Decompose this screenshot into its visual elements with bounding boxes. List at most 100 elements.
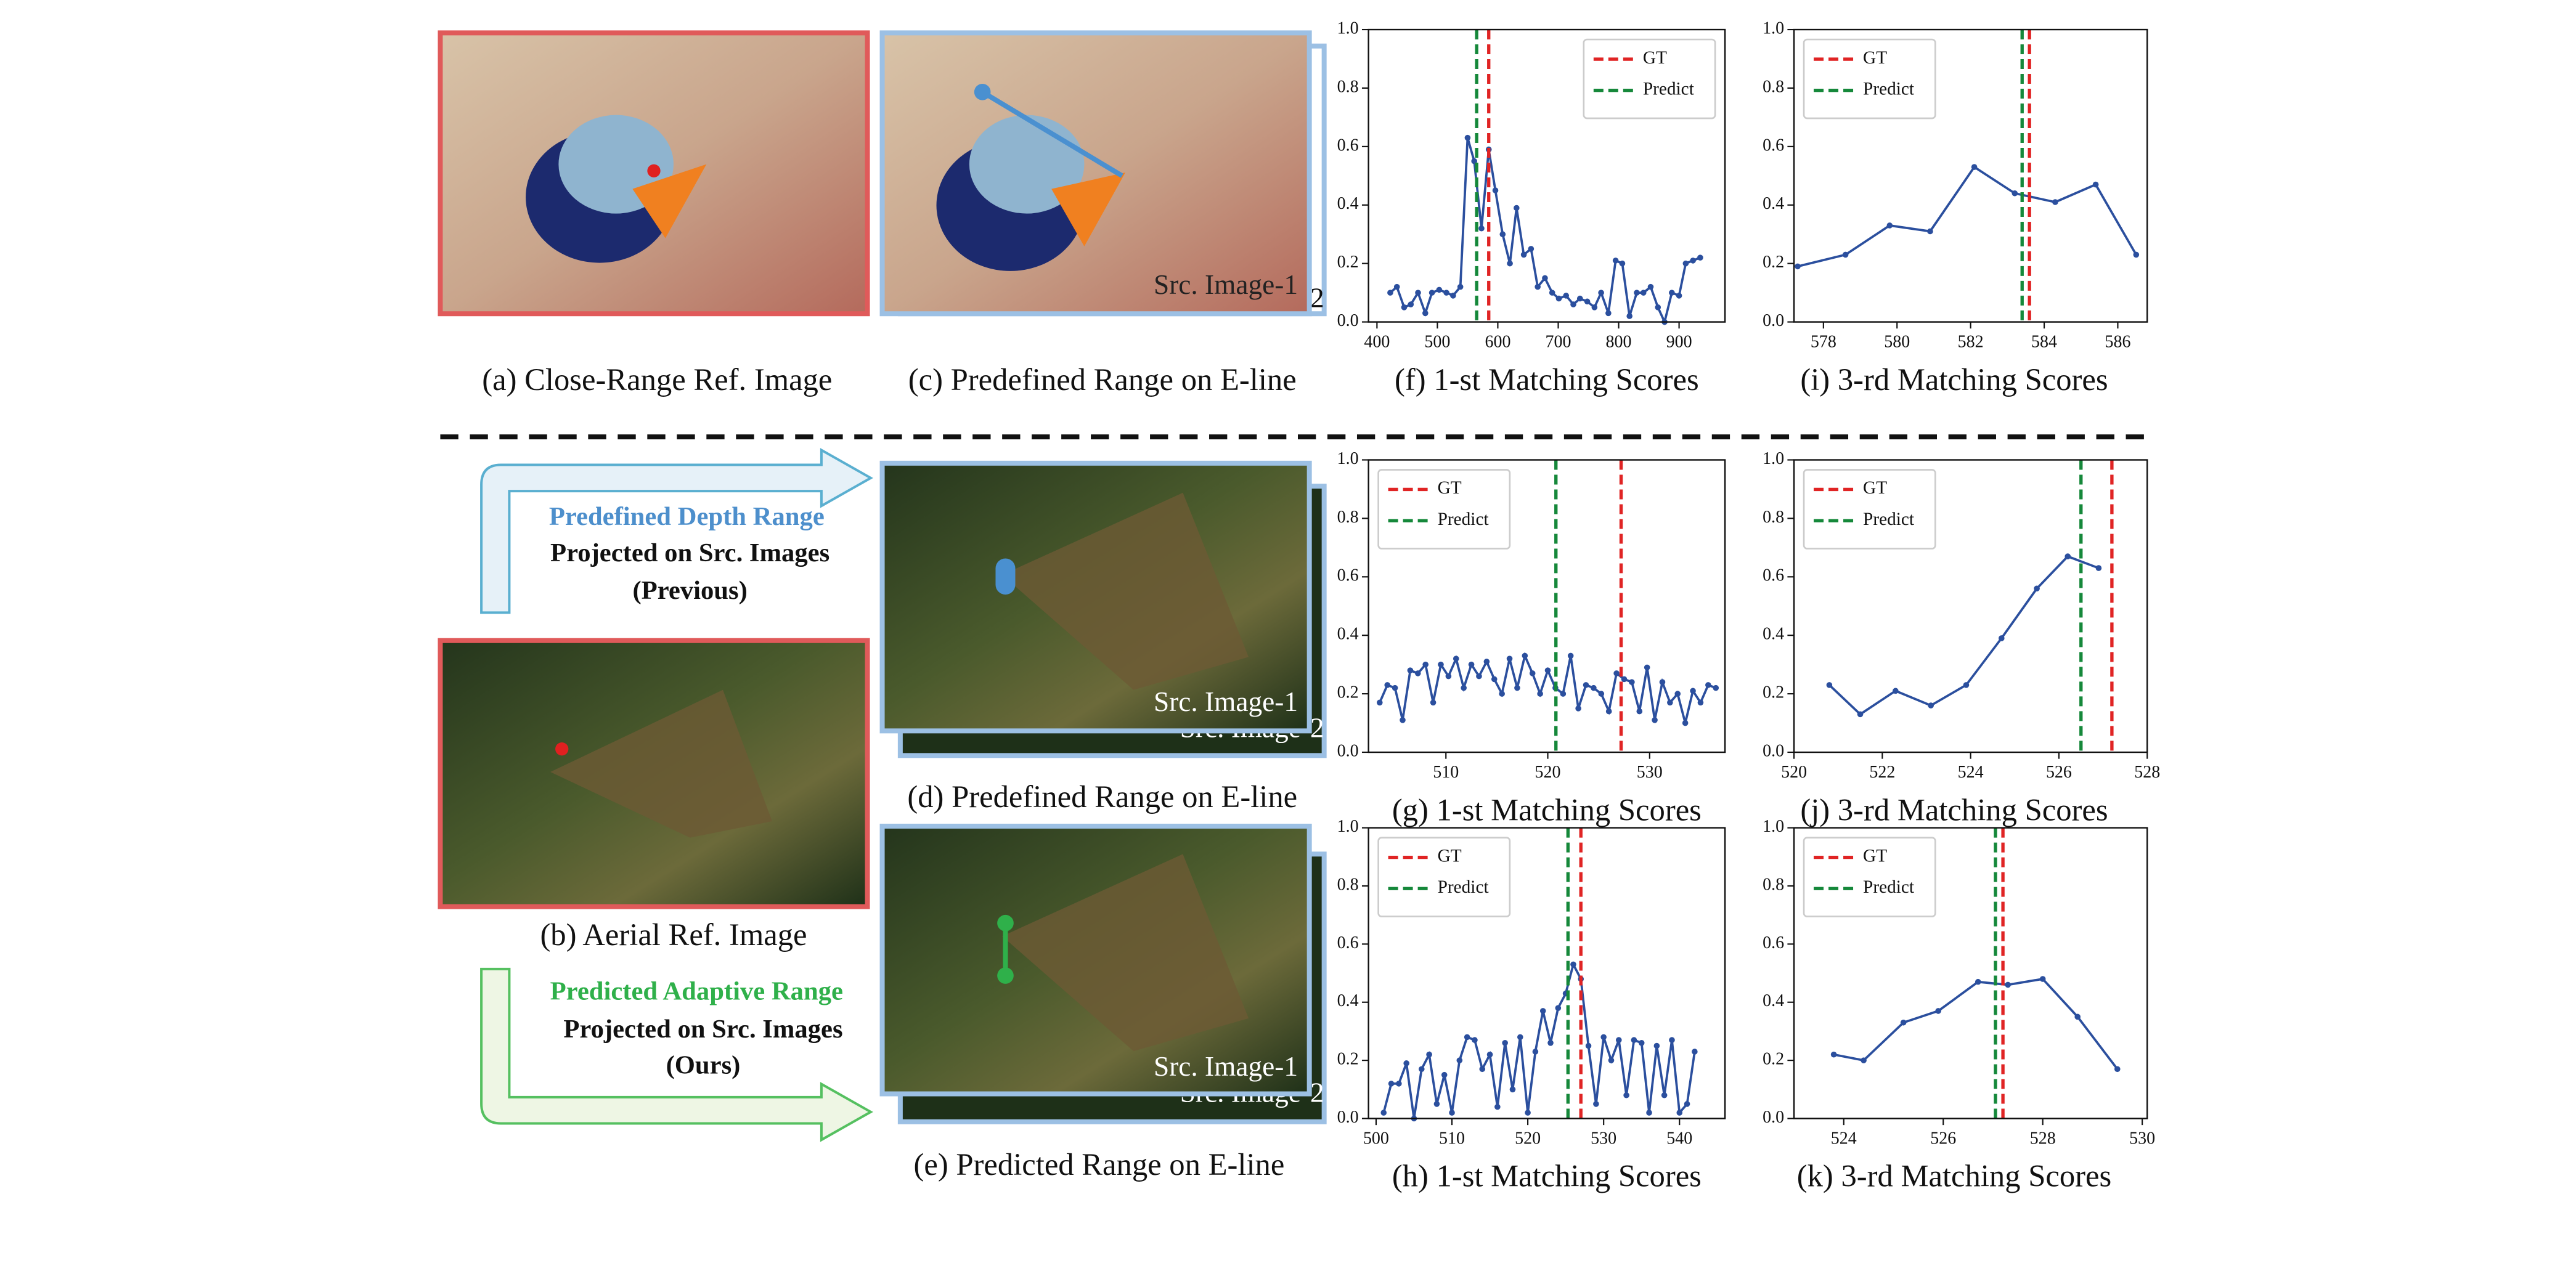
legend-label: Predict [1438,510,1489,529]
src-label: Src. Image-1 [1154,269,1298,300]
score-point [1479,1066,1486,1073]
score-point [1563,293,1570,299]
legend-label: GT [1863,846,1887,866]
legend-label: Predict [1863,510,1914,529]
score-point [1629,679,1635,685]
y-tick-label: 0.6 [1763,136,1784,155]
score-point [1502,1040,1508,1046]
score-point [1443,290,1449,296]
caption: (g) 1-st Matching Scores [1392,792,1702,827]
note: (Previous) [632,576,747,605]
y-tick-label: 0.0 [1763,741,1784,760]
score-point [1537,691,1543,697]
caption: (e) Predicted Range on E-line [914,1147,1285,1182]
photo-field [1002,492,1249,690]
score-point [1998,635,2005,641]
y-tick-label: 0.6 [1337,566,1359,585]
score-point [1613,670,1620,676]
score-point [1377,699,1383,706]
score-point [1676,1110,1683,1116]
score-point [1415,290,1421,296]
score-point [1472,1037,1478,1043]
score-point [1669,290,1675,296]
ref-point [555,742,569,756]
caption: (f) 1-st Matching Scores [1395,362,1699,397]
score-point [1697,699,1704,706]
plot-frame [1367,459,1726,753]
score-point [2095,565,2102,571]
score-point [1408,301,1414,307]
y-tick-label: 0.8 [1763,508,1784,527]
score-line [1833,977,2119,1070]
score-point [1830,1051,1837,1058]
score-point [1935,1008,1941,1014]
score-point [1529,670,1536,676]
x-tick-label: 520 [1781,763,1807,782]
x-tick-label: 526 [1930,1129,1956,1148]
score-point [1528,246,1535,252]
plot-frame [1793,459,2148,753]
x-tick-label: 528 [2134,763,2160,782]
score-point [1705,682,1711,688]
x-tick-label: 528 [2030,1129,2056,1148]
score-point [1647,283,1654,290]
score-line [1828,554,2100,716]
score-point [1591,684,1597,691]
score-point [1384,682,1391,688]
score-point [1544,667,1551,673]
score-point [1576,295,1583,302]
y-tick-label: 0.8 [1763,77,1784,96]
plot-frame [1793,28,2148,323]
legend-label: Predict [1438,877,1489,897]
score-point [1476,673,1482,680]
score-point [1436,286,1443,293]
score-point [1483,659,1490,665]
score-point [1388,1081,1395,1087]
score-point [1418,1066,1425,1073]
y-tick-label: 0.2 [1337,253,1359,272]
caption: (j) 3-rd Matching Scores [1800,792,2108,827]
y-tick-label: 0.6 [1337,933,1359,952]
score-point [1682,720,1689,726]
y-tick-label: 0.0 [1763,311,1784,330]
score-point [1570,301,1576,307]
legend-label: GT [1863,478,1887,498]
y-tick-label: 0.4 [1337,625,1359,644]
score-point [1826,682,1833,688]
score-point [1464,1034,1470,1041]
score-point [1674,691,1681,697]
x-tick-label: 520 [1515,1129,1541,1148]
score-point [1928,702,1934,709]
legend-label: Predict [1863,877,1914,897]
score-point [1555,295,1562,302]
score-point [2005,981,2011,988]
score-point [1857,711,1864,718]
score-point [1441,1071,1448,1078]
score-point [2064,553,2071,559]
score-point [1655,304,1661,311]
x-tick-label: 522 [1869,763,1895,782]
arrow-ours [480,967,873,1142]
arrow-previous [480,448,873,614]
y-tick-label: 0.8 [1337,508,1359,527]
score-point [1570,961,1576,968]
y-tick-label: 0.4 [1763,194,1784,213]
score-point [1585,1042,1592,1049]
score-point [1646,1110,1652,1116]
x-tick-label: 510 [1433,763,1459,782]
x-tick-label: 520 [1535,763,1561,782]
photo-field [550,689,772,838]
y-tick-label: 0.8 [1337,77,1359,96]
photo-object [1051,172,1126,246]
y-tick-label: 0.2 [1337,683,1359,702]
x-tick-label: 578 [1811,333,1836,352]
y-tick-label: 0.8 [1337,875,1359,894]
score-point [1676,293,1682,299]
x-tick-label: 530 [2129,1129,2155,1148]
score-point [1661,1092,1668,1098]
y-tick-label: 1.0 [1337,817,1359,836]
score-point [1591,304,1598,311]
score-point [1861,1057,1867,1063]
note: Projected on Src. Images [550,538,829,567]
score-point [1659,679,1666,685]
